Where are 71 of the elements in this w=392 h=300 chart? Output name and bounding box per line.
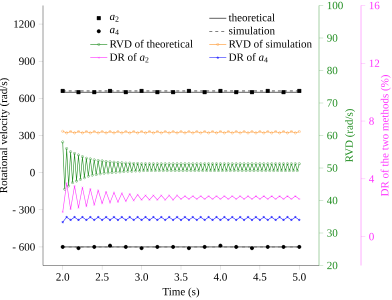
legend-label: a$_{2}$ (110, 14, 118, 22)
point (155, 244, 160, 249)
legend-label: DR of a$_{4}$ (228, 53, 268, 62)
y-tick-label: 600 (19, 94, 35, 102)
point (234, 244, 238, 249)
point (297, 88, 302, 93)
x-tick-label: 2.5 (96, 273, 109, 281)
legend-label: a$_{4}$ (110, 28, 119, 35)
point (186, 88, 191, 93)
x-tick-label: 5.0 (293, 273, 306, 281)
point (140, 88, 144, 93)
y2-axis-title: RVD (rad/s) (345, 109, 356, 162)
point (92, 244, 96, 249)
point (124, 90, 128, 94)
y2-tick-label: 50 (327, 164, 338, 172)
point (234, 90, 238, 94)
legend-label: RVD of simulation (228, 40, 312, 48)
y-tick-label: 0 (30, 168, 35, 176)
point (124, 244, 128, 249)
x-axis-title: Time (s) (162, 288, 200, 298)
x-tick-label: 4.0 (214, 273, 227, 281)
point (60, 244, 65, 249)
y2-tick-label: 100 (328, 2, 343, 10)
y3-tick-label: 16 (370, 2, 380, 10)
legend-label: theoretical (228, 14, 275, 22)
point (218, 88, 222, 93)
x-tick-label: 3.0 (135, 273, 148, 281)
point (108, 88, 112, 93)
point (92, 90, 96, 94)
point (218, 244, 222, 248)
point (297, 244, 302, 249)
point (250, 90, 254, 94)
legend-label: RVD of theoretical (110, 40, 193, 48)
x-tick-label: 4.5 (253, 273, 266, 281)
x-tick-label: 2.0 (56, 273, 70, 281)
point (202, 90, 207, 94)
y2-tick-label: 90 (327, 34, 338, 42)
y3-tick-label: 0 (369, 232, 374, 240)
y2-tick-label: 30 (327, 229, 338, 237)
point (266, 244, 270, 249)
legend-label: DR of a$_{2}$ (110, 53, 148, 62)
y2-tick-label: 80 (327, 66, 338, 74)
point (76, 90, 80, 94)
y3-tick-label: 4 (369, 175, 374, 182)
point (250, 246, 254, 250)
y-tick-label: - 600 (12, 243, 35, 251)
y3-tick-label: 12 (370, 60, 380, 67)
point (282, 244, 286, 249)
x-tick-label: 3.5 (174, 273, 188, 281)
point (202, 244, 207, 249)
y-tick-label: - 300 (12, 206, 35, 214)
point (140, 246, 144, 250)
y2-tick-label: 20 (327, 262, 338, 270)
point (266, 88, 270, 93)
point (171, 90, 176, 94)
y-tick-label: 1200 (14, 20, 35, 28)
point (108, 244, 112, 248)
point (186, 246, 191, 250)
point (171, 244, 176, 249)
y3-axis-title: DR of the two methods (%) (380, 75, 391, 196)
point (155, 90, 160, 94)
y3-tick-label: 8 (369, 117, 374, 125)
y2-tick-label: 40 (326, 196, 338, 204)
point (282, 90, 286, 94)
y2-tick-label: 60 (327, 132, 338, 140)
point (76, 246, 80, 250)
y-tick-label: 900 (19, 58, 35, 65)
point (60, 88, 65, 93)
legend-label: simulation (229, 26, 275, 34)
y2-tick-label: 70 (327, 99, 338, 107)
y-tick-label: 300 (19, 132, 35, 140)
